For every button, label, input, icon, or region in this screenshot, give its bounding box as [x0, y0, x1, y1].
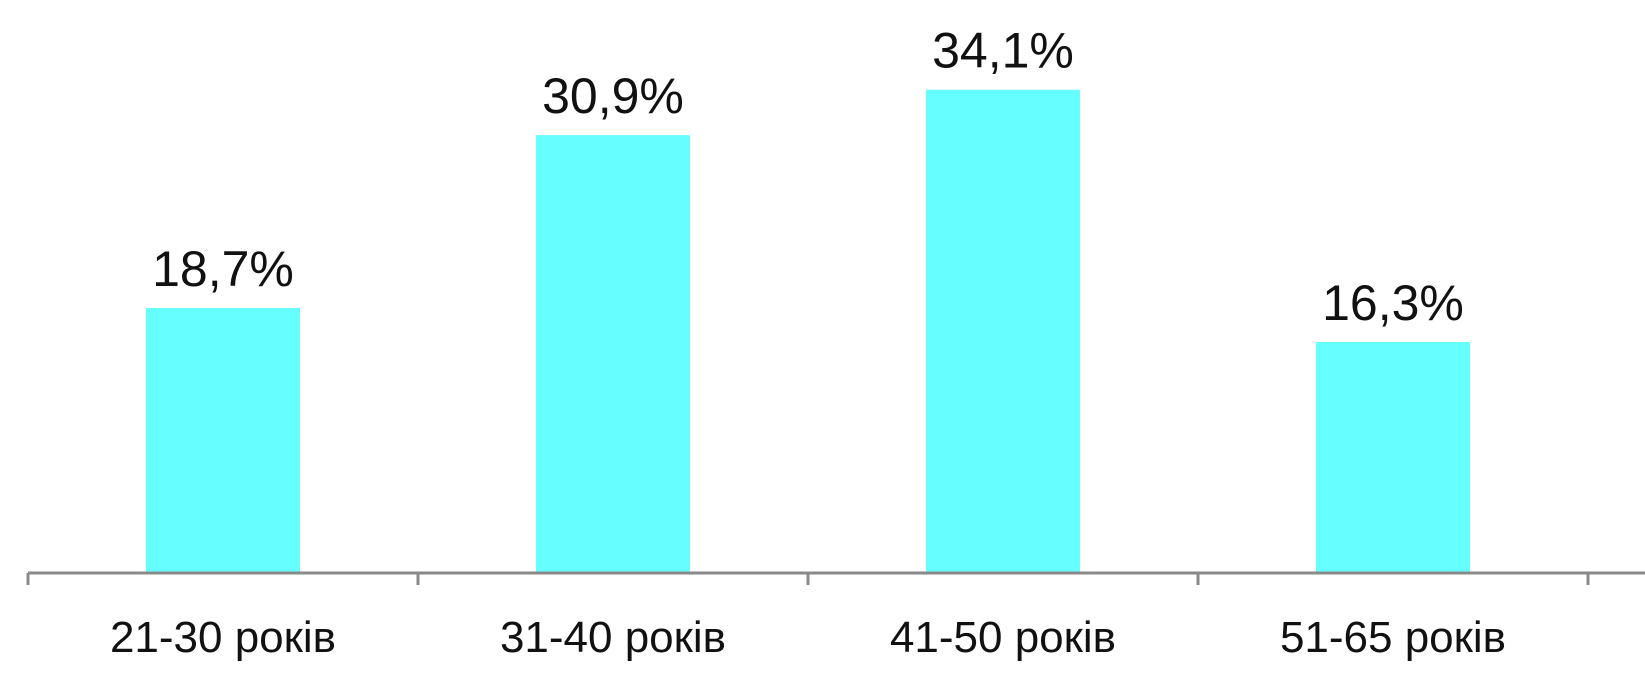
- data-label-2: 30,9%: [542, 68, 684, 124]
- x-axis: [26, 571, 1645, 585]
- bar-1: [146, 307, 300, 573]
- data-label-1: 18,7%: [152, 241, 294, 297]
- x-tick-label-1: 21-30 років: [110, 613, 336, 662]
- x-tick-label-4: 51-65 років: [1280, 613, 1506, 662]
- bar-4: [1316, 342, 1470, 573]
- bar-2: [536, 135, 690, 573]
- x-tick-labels: 21-30 років 31-40 років 41-50 років 51-65 р…: [110, 613, 1506, 662]
- x-tick-label-3: 41-50 років: [890, 613, 1116, 662]
- data-label-4: 16,3%: [1322, 275, 1464, 331]
- bars-layer: [146, 89, 1470, 573]
- data-labels-layer: 18,7% 30,9% 34,1% 16,3%: [152, 23, 1464, 331]
- data-label-3: 34,1%: [932, 23, 1074, 79]
- x-tick-label-2: 31-40 років: [500, 613, 726, 662]
- bar-3: [926, 89, 1080, 573]
